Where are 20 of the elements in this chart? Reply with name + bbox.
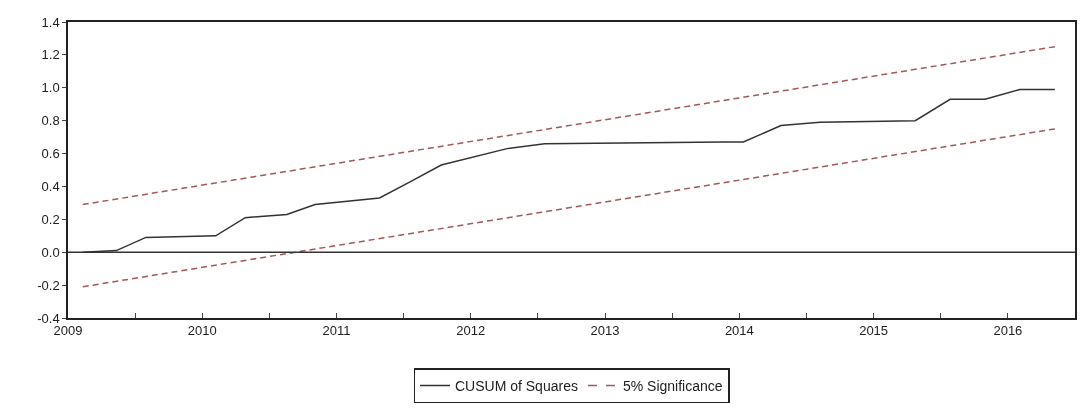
- y-tick-label: 0.4: [41, 178, 60, 194]
- y-tick-label: 0.2: [41, 211, 60, 227]
- legend-label: CUSUM of Squares: [455, 377, 578, 394]
- y-tick-label: -0.4: [37, 310, 60, 326]
- x-tick-label: 2011: [322, 323, 351, 339]
- y-tick-label: 0.6: [41, 146, 60, 162]
- x-tick-label: 2013: [590, 323, 620, 339]
- y-tick-label: 0.8: [41, 113, 60, 129]
- y-tick-label: -0.2: [37, 277, 60, 293]
- x-tick-label: 2015: [859, 323, 889, 339]
- legend-label: 5% Significance: [622, 377, 723, 394]
- y-tick-label: 1.4: [41, 14, 60, 30]
- x-tick-label: 2009: [53, 323, 83, 339]
- x-tick-label: 2014: [724, 323, 754, 339]
- x-tick-label: 2016: [993, 323, 1023, 339]
- y-tick-label: 1.2: [41, 47, 60, 63]
- y-tick-label: 0.0: [41, 244, 60, 260]
- y-tick-label: 1.0: [41, 80, 60, 96]
- x-tick-label: 2012: [456, 323, 486, 339]
- x-tick-label: 2010: [187, 323, 217, 339]
